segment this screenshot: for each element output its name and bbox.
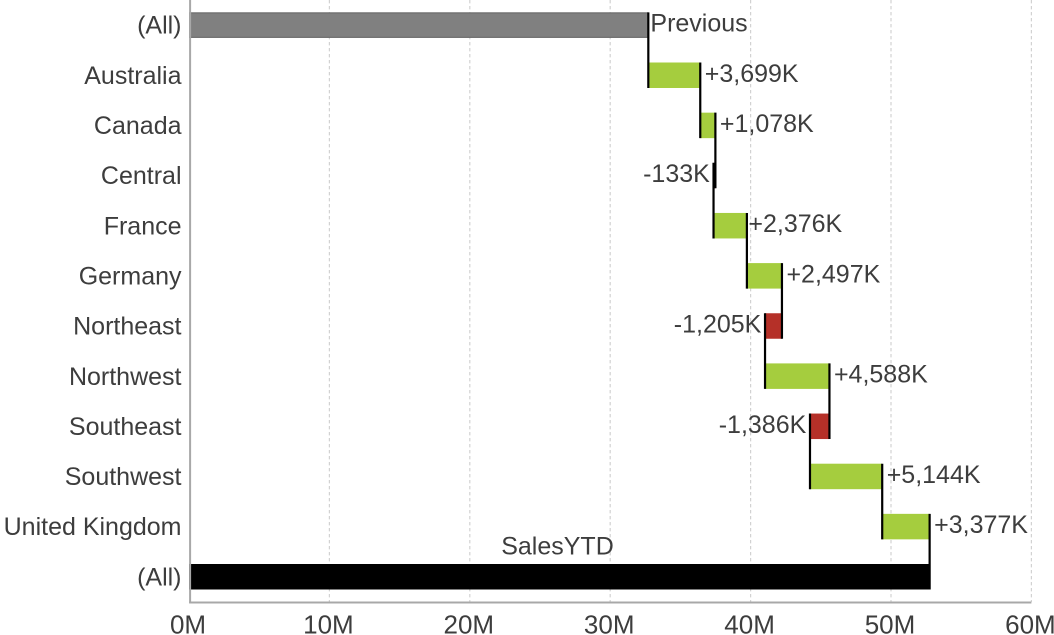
svg-text:+1,078K: +1,078K: [720, 110, 814, 138]
svg-text:Canada: Canada: [94, 112, 182, 140]
svg-text:Southeast: Southeast: [69, 413, 182, 441]
svg-text:United Kingdom: United Kingdom: [4, 513, 182, 541]
svg-text:30M: 30M: [584, 610, 635, 635]
svg-text:-1,386K: -1,386K: [719, 411, 807, 439]
svg-text:+5,144K: +5,144K: [887, 461, 981, 489]
svg-text:50M: 50M: [865, 610, 916, 635]
svg-text:Northwest: Northwest: [69, 363, 182, 391]
svg-text:40M: 40M: [724, 610, 775, 635]
svg-text:0M: 0M: [170, 610, 206, 635]
svg-text:Previous: Previous: [650, 10, 747, 38]
svg-text:-133K: -133K: [643, 160, 710, 188]
svg-text:Germany: Germany: [79, 262, 182, 290]
svg-text:10M: 10M: [303, 610, 354, 635]
svg-text:France: France: [104, 212, 182, 240]
svg-text:Australia: Australia: [84, 62, 181, 90]
svg-text:(All): (All): [137, 563, 181, 591]
svg-text:(All): (All): [137, 12, 181, 40]
svg-text:+2,497K: +2,497K: [786, 260, 880, 288]
svg-text:Central: Central: [101, 162, 182, 190]
svg-text:+4,588K: +4,588K: [834, 361, 928, 389]
svg-text:60M: 60M: [1005, 610, 1054, 635]
svg-text:Northeast: Northeast: [73, 313, 181, 341]
svg-text:+3,377K: +3,377K: [934, 511, 1028, 539]
svg-text:Southwest: Southwest: [65, 463, 182, 491]
svg-text:20M: 20M: [444, 610, 495, 635]
svg-text:SalesYTD: SalesYTD: [501, 533, 614, 561]
svg-text:-1,205K: -1,205K: [674, 311, 762, 339]
svg-text:+2,376K: +2,376K: [748, 210, 842, 238]
svg-text:+3,699K: +3,699K: [705, 60, 799, 88]
